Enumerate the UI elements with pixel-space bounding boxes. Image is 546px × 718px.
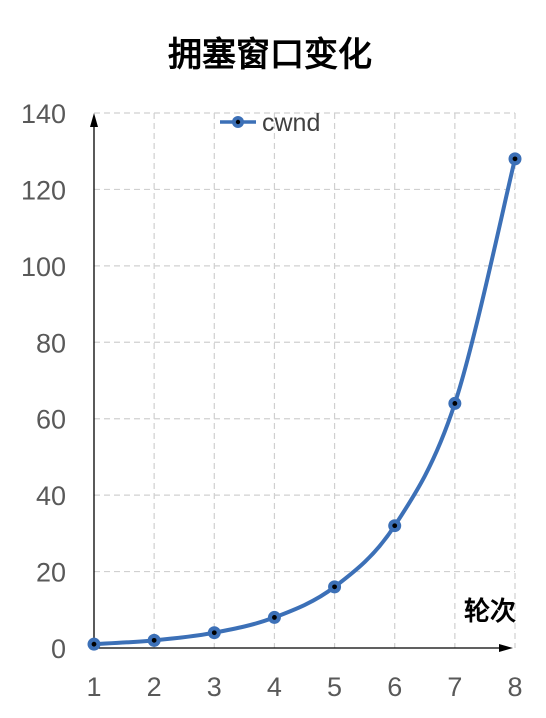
y-tick-label-140: 140 — [21, 99, 66, 129]
y-tick-label-120: 120 — [21, 175, 66, 205]
x-tick-label-3: 3 — [207, 672, 222, 702]
data-point-center-7 — [452, 401, 457, 406]
x-axis-arrow — [499, 644, 513, 652]
y-tick-label-0: 0 — [51, 634, 66, 664]
y-axis-arrow — [90, 113, 98, 127]
data-point-center-1 — [92, 642, 97, 647]
data-point-center-6 — [392, 523, 397, 528]
grid-lines — [94, 113, 515, 648]
x-tick-label-6: 6 — [387, 672, 402, 702]
y-tick-label-60: 60 — [36, 405, 66, 435]
x-tick-label-7: 7 — [447, 672, 462, 702]
legend-label-cwnd: cwnd — [262, 109, 320, 137]
series-cwnd — [88, 152, 522, 650]
x-tick-label-5: 5 — [327, 672, 342, 702]
y-tick-label-40: 40 — [36, 481, 66, 511]
data-point-center-2 — [152, 638, 157, 643]
y-tick-label-100: 100 — [21, 252, 66, 282]
x-tick-label-1: 1 — [86, 672, 101, 702]
x-axis-label: 轮次 — [464, 597, 516, 627]
chart-title: 拥塞窗口变化 — [168, 35, 372, 75]
y-tick-label-80: 80 — [36, 328, 66, 358]
data-point-center-5 — [332, 584, 337, 589]
y-tick-labels: 0 20 40 60 80 100 120 140 — [21, 99, 66, 664]
data-point-center-4 — [272, 615, 277, 620]
x-tick-label-2: 2 — [147, 672, 162, 702]
data-point-center-8 — [513, 156, 518, 161]
x-tick-label-4: 4 — [267, 672, 282, 702]
x-tick-label-8: 8 — [507, 672, 522, 702]
data-point-center-3 — [212, 630, 217, 635]
legend-marker-center — [236, 120, 240, 124]
y-tick-label-20: 20 — [36, 558, 66, 588]
x-tick-labels: 1 2 3 4 5 6 7 8 — [86, 672, 522, 702]
